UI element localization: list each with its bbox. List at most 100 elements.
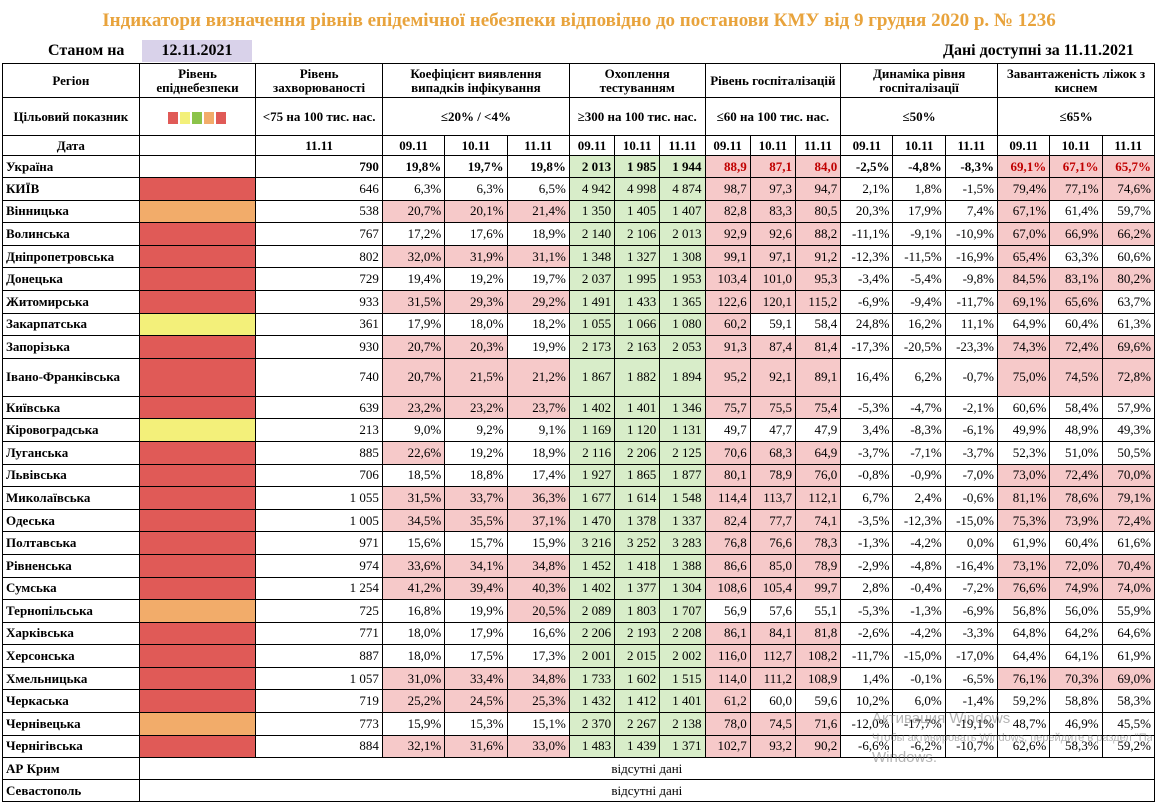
detection-cell: 15,1%	[506, 712, 570, 736]
detection-cell: 19,7%	[444, 155, 508, 178]
testing-cell: 1 433	[614, 289, 661, 314]
testing-cell: 1 055	[568, 312, 616, 337]
dynamics-cell: 7,4%	[944, 199, 999, 224]
region-name: Запорізька	[2, 335, 140, 359]
oxygen-cell: 70,4%	[1101, 553, 1156, 578]
region-row: Тернопільська 725 16,8% 19,9% 20,5% 2 089 1 80…	[2, 599, 1156, 623]
hospital-cell: 58,4	[794, 312, 842, 337]
date-testing-2: 10.11	[614, 135, 661, 156]
level-cell	[138, 621, 257, 646]
region-name: Одеська	[2, 508, 140, 533]
hospital-cell: 111,2	[749, 666, 796, 691]
header-incidence: Рівень захворюваності	[255, 63, 383, 98]
detection-cell: 23,2%	[444, 395, 508, 420]
date-detection-1: 09.11	[381, 135, 446, 156]
detection-cell: 35,5%	[444, 508, 508, 533]
oxygen-cell: 74,5%	[1049, 357, 1103, 397]
detection-cell: 22,6%	[381, 440, 446, 465]
hospital-cell: 99,1	[704, 244, 751, 269]
region-name: КИЇВ	[2, 177, 140, 201]
dynamics-cell: -3,5%	[840, 508, 894, 533]
incidence-cell: 974	[255, 553, 383, 578]
dynamics-cell: -4,8%	[892, 553, 946, 578]
oxygen-cell: 72,4%	[1101, 508, 1156, 533]
oxygen-cell: 64,2%	[1049, 621, 1103, 646]
dynamics-cell: 1,8%	[892, 177, 946, 201]
dynamics-cell: -3,7%	[944, 440, 999, 465]
date-dynamics-3: 11.11	[944, 135, 999, 156]
detection-cell: 17,9%	[444, 621, 508, 646]
dynamics-cell: 20,3%	[840, 199, 894, 224]
dynamics-cell: -17,0%	[944, 644, 999, 668]
incidence-cell: 887	[255, 644, 383, 668]
oxygen-cell: 64,9%	[997, 312, 1051, 337]
level-cell	[138, 418, 257, 442]
oxygen-cell: 67,1%	[997, 199, 1051, 224]
testing-cell: 1 882	[614, 357, 661, 397]
dynamics-cell: 17,9%	[892, 199, 946, 224]
ukraine-row: Україна 790 19,8% 19,7% 19,8% 2 013 1 98…	[2, 155, 1156, 178]
oxygen-cell: 59,2%	[1101, 734, 1156, 759]
level-cell	[138, 463, 257, 488]
detection-cell: 31,5%	[381, 289, 446, 314]
testing-cell: 2 002	[659, 644, 706, 668]
incidence-cell: 971	[255, 531, 383, 555]
hospital-cell: 98,7	[704, 177, 751, 201]
detection-cell: 20,7%	[381, 335, 446, 359]
detection-cell: 18,5%	[381, 463, 446, 488]
dynamics-cell: -16,4%	[944, 553, 999, 578]
dynamics-cell: 16,2%	[892, 312, 946, 337]
indicators-table: Регіон Рівень епіднебезпеки Рівень захво…	[2, 63, 1156, 802]
hospital-cell: 91,3	[704, 335, 751, 359]
hospital-cell: 105,4	[749, 576, 796, 601]
target-detection: ≤20% / <4%	[381, 97, 570, 136]
level-cell	[138, 155, 257, 178]
dynamics-cell: 24,8%	[840, 312, 894, 337]
oxygen-cell: 63,7%	[1101, 289, 1156, 314]
testing-cell: 1 120	[614, 418, 661, 442]
detection-cell: 31,1%	[506, 244, 570, 269]
detection-cell: 41,2%	[381, 576, 446, 601]
dynamics-cell: -0,7%	[944, 357, 999, 397]
region-name: Черкаська	[2, 689, 140, 714]
header-level: Рівень епіднебезпеки	[138, 63, 257, 98]
testing-cell: 1 131	[659, 418, 706, 442]
dynamics-cell: -2,5%	[840, 155, 894, 178]
incidence-cell: 719	[255, 689, 383, 714]
testing-cell: 1 365	[659, 289, 706, 314]
detection-cell: 15,9%	[506, 531, 570, 555]
hospital-cell: 47,9	[794, 418, 842, 442]
hospital-cell: 75,5	[749, 395, 796, 420]
incidence-cell: 933	[255, 289, 383, 314]
dynamics-cell: -0,8%	[840, 463, 894, 488]
dynamics-cell: -10,7%	[944, 734, 999, 759]
testing-cell: 2 106	[614, 222, 661, 246]
oxygen-cell: 84,5%	[997, 267, 1051, 291]
detection-cell: 33,6%	[381, 553, 446, 578]
oxygen-cell: 61,4%	[1049, 199, 1103, 224]
incidence-cell: 1 254	[255, 576, 383, 601]
incidence-cell: 725	[255, 599, 383, 623]
incidence-cell: 729	[255, 267, 383, 291]
detection-cell: 20,7%	[381, 199, 446, 224]
oxygen-cell: 70,3%	[1049, 666, 1103, 691]
testing-cell: 2 173	[568, 335, 616, 359]
detection-cell: 17,9%	[381, 312, 446, 337]
incidence-cell: 639	[255, 395, 383, 420]
testing-cell: 1 388	[659, 553, 706, 578]
detection-cell: 19,9%	[506, 335, 570, 359]
testing-cell: 4 998	[614, 177, 661, 201]
detection-cell: 34,1%	[444, 553, 508, 578]
detection-cell: 18,9%	[506, 222, 570, 246]
legend-swatch-5	[216, 111, 227, 124]
target-row: Цільовий показник <75 на 100 тис. нас. ≤…	[2, 97, 1155, 136]
region-name: Рівненська	[2, 553, 140, 578]
oxygen-cell: 74,3%	[997, 335, 1051, 359]
region-row: Вінницька 538 20,7% 20,1% 21,4% 1 350 1 405 1 4…	[2, 199, 1156, 224]
hospital-cell: 82,8	[704, 199, 751, 224]
testing-cell: 1 407	[659, 199, 706, 224]
detection-cell: 34,8%	[506, 553, 570, 578]
testing-cell: 1 371	[659, 734, 706, 759]
testing-cell: 2 267	[614, 712, 661, 736]
oxygen-cell: 51,0%	[1049, 440, 1103, 465]
